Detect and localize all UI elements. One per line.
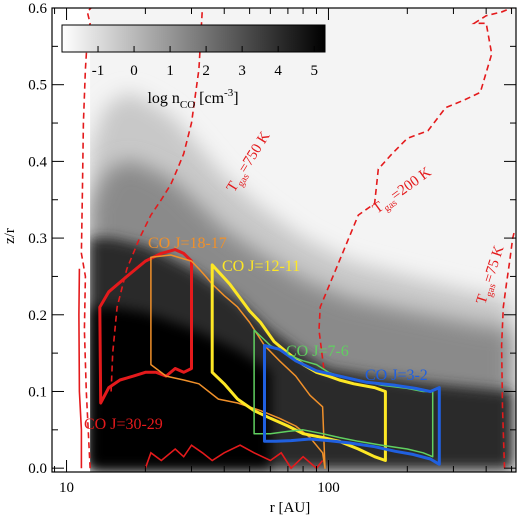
label-co-12-11: CO J=12-11	[222, 258, 300, 275]
density-inner	[90, 307, 271, 469]
colorbar-label-sup: -3	[224, 87, 234, 99]
colorbar-label: log nCO [cm-3]	[147, 87, 238, 111]
colorbar-tick-label: 3	[238, 63, 246, 79]
density-empty-inner	[52, 8, 91, 472]
x-tick-label: 100	[317, 480, 340, 496]
colorbar-gradient	[61, 24, 326, 53]
y-tick-label: 0.6	[28, 1, 47, 17]
region-co-j-30-29	[98, 248, 193, 405]
colorbar-label-sub: CO	[180, 99, 195, 111]
x-tick-label: 10	[59, 480, 74, 496]
emission-regions	[98, 248, 441, 469]
y-axis: 0.0 0.1 0.2 0.3 0.4 0.5 0.6	[28, 1, 516, 477]
colorbar-tick-label: 4	[274, 63, 282, 79]
colorbar-tick-label: 0	[130, 63, 138, 79]
y-tick-label: 0.0	[28, 461, 47, 477]
label-co-7-6: CO J=7-6	[286, 343, 349, 360]
temperature-contours	[78, 8, 516, 470]
region-co-j-18-17	[150, 254, 326, 469]
plot-area	[52, 8, 516, 472]
contour-line-1	[318, 8, 512, 369]
label-co-18-17: CO J=18-17	[148, 235, 227, 252]
contour-line-4	[78, 268, 83, 469]
x-axis: 10 100	[54, 8, 513, 496]
label-co-3-2: CO J=3-2	[365, 367, 428, 384]
colorbar-label-text: log n	[147, 90, 179, 107]
density-map	[52, 8, 512, 472]
y-axis-label: z/r	[2, 228, 18, 244]
colorbar: -1 0 1 2 3 4 5 log nCO [cm-3]	[61, 24, 326, 111]
plot-frame	[51, 7, 517, 473]
x-axis-label: r [AU]	[270, 500, 310, 516]
y-tick-label: 0.2	[28, 308, 47, 324]
y-tick-label: 0.3	[28, 231, 47, 247]
colorbar-label-unit: [cm	[195, 90, 224, 107]
colorbar-label-end: ]	[233, 90, 238, 107]
contour-line-3	[80, 8, 92, 469]
colorbar-tick-label: 2	[202, 63, 210, 79]
y-tick-label: 0.5	[28, 78, 47, 94]
y-tick-label: 0.4	[28, 154, 47, 170]
region-co-j-3-2	[263, 344, 441, 466]
region-labels: CO J=18-17 CO J=12-11 CO J=7-6 CO J=3-2 …	[84, 235, 428, 433]
contour-line-2	[500, 230, 516, 469]
contour-label-75-sub: gas	[484, 282, 499, 298]
colorbar-tick-label: -1	[92, 63, 105, 79]
region-co-j-12-11	[210, 263, 387, 462]
colorbar-tick-label: 1	[166, 63, 174, 79]
contour-line-0	[110, 8, 204, 392]
colorbar-ticks: -1 0 1 2 3 4 5	[92, 46, 318, 79]
y-tick-label: 0.1	[28, 384, 47, 400]
colorbar-tick-label: 5	[310, 63, 318, 79]
label-co-30-29: CO J=30-29	[84, 416, 163, 433]
contour-line-5	[144, 444, 324, 470]
